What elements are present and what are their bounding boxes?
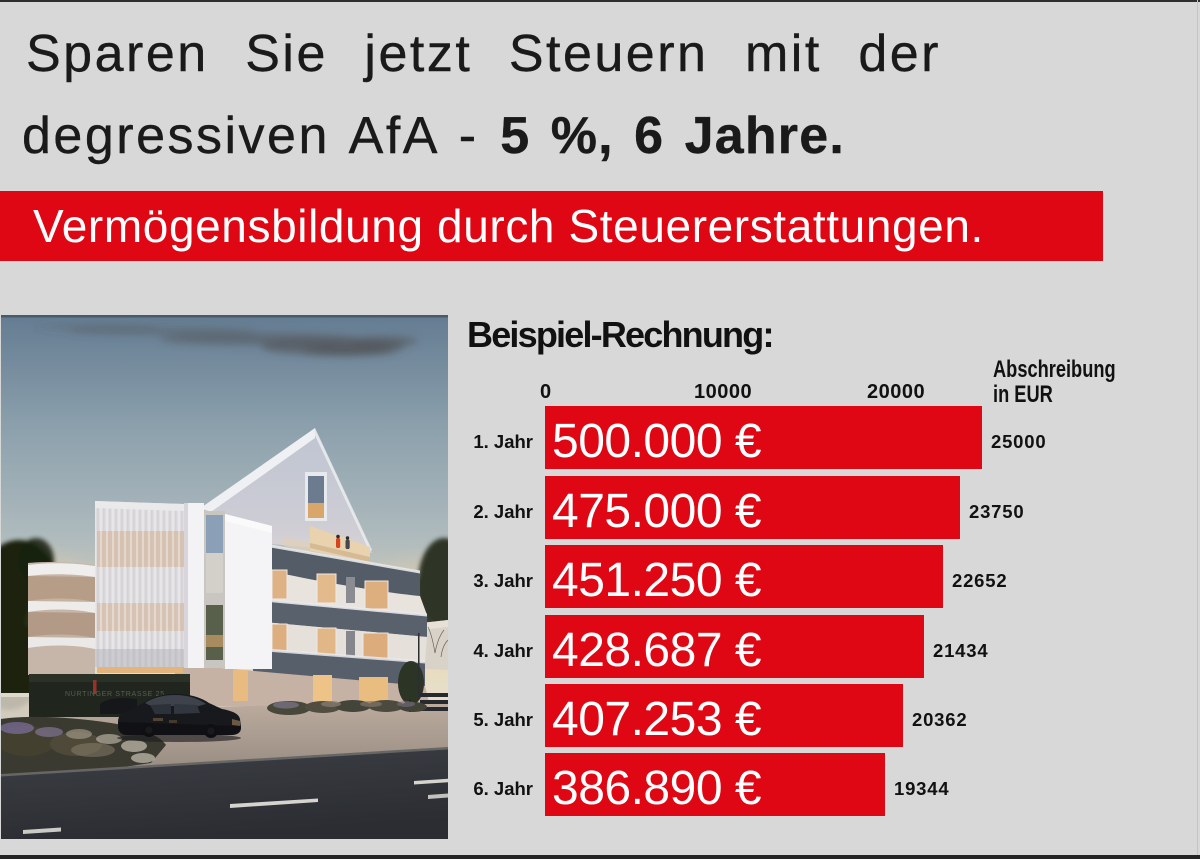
svg-text:NÜRTINGER STRASSE 25: NÜRTINGER STRASSE 25 [65,690,165,698]
